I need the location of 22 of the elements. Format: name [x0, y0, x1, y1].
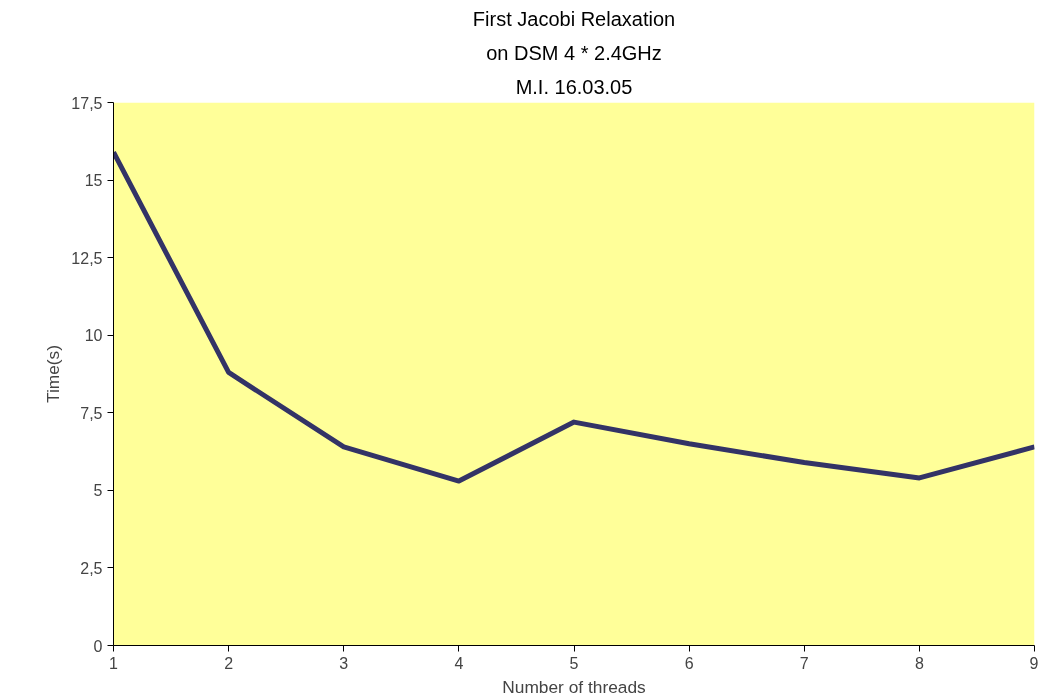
y-tick-label: 5	[93, 482, 103, 500]
x-tick-label: 8	[914, 654, 924, 672]
text: M.I. 16.03.05	[515, 75, 633, 98]
y-tick-label: 12,5	[71, 249, 103, 267]
x-axis-title: Number of threads	[502, 676, 647, 697]
x-tick-label: 9	[1029, 654, 1038, 672]
x-tick-label: 6	[684, 654, 694, 672]
y-tick-label: 15	[84, 172, 103, 190]
y-axis-title: Time(s)	[43, 344, 64, 404]
x-tick-label: 2	[224, 654, 234, 672]
x-tick-label: 4	[454, 654, 464, 672]
chart-title: First Jacobi Relaxation	[472, 7, 676, 30]
y-tick-label: 2,5	[80, 559, 103, 577]
x-tick-label: 7	[799, 654, 809, 672]
x-tick-label: 5	[569, 654, 579, 672]
y-tick-label: 7,5	[80, 404, 103, 422]
x-tick-label: 3	[339, 654, 349, 672]
y-tick-label: 0	[93, 637, 103, 655]
x-tick-label: 1	[109, 654, 119, 672]
y-tick-label: 10	[84, 327, 103, 345]
chart-subtitle: on DSM 4 * 2.4GHz	[486, 41, 662, 64]
y-tick-label: 17,5	[71, 94, 103, 112]
